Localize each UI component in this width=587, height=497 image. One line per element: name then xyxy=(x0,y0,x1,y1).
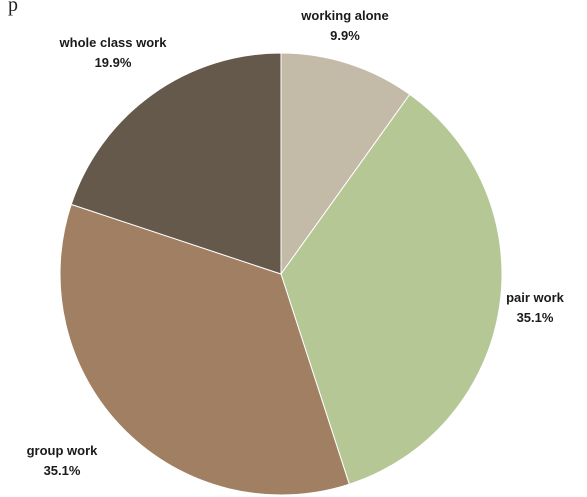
pie-slice-working-alone xyxy=(280,52,411,276)
pie-labels: working alone 9.9% pair work 35.1% group wor… xyxy=(27,8,565,478)
slice-label-pair-work: pair work xyxy=(506,290,565,305)
slice-label-working-alone: working alone xyxy=(300,8,388,23)
pie-slice-pair-work xyxy=(280,93,503,485)
pie-slice-group-work xyxy=(59,203,350,496)
slice-value-working-alone: 9.9% xyxy=(330,28,360,43)
slice-value-group-work: 35.1% xyxy=(44,463,81,478)
pie-slices xyxy=(59,52,503,496)
pie-slice-whole-class-work xyxy=(70,52,282,275)
slice-label-whole-class-work: whole class work xyxy=(59,35,168,50)
cropped-text-fragment: p xyxy=(8,0,18,16)
slice-value-pair-work: 35.1% xyxy=(517,310,554,325)
slice-value-whole-class-work: 19.9% xyxy=(95,55,132,70)
slice-label-group-work: group work xyxy=(27,443,99,458)
